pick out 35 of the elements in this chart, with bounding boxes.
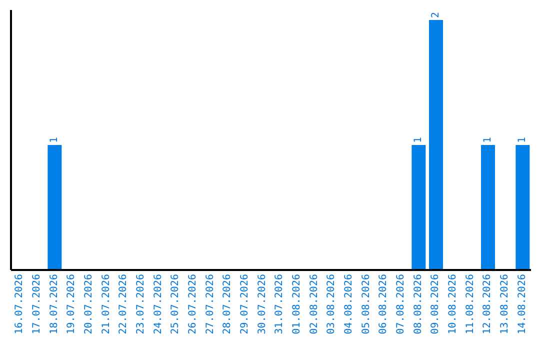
x-tick-label: 17.07.2026 (32, 274, 42, 334)
data-label: 1 (49, 136, 60, 143)
x-tick-label: 30.07.2026 (256, 274, 268, 334)
x-tick-label: 08.08.2026 (412, 274, 424, 334)
x-tick-label: 23.07.2026 (136, 274, 146, 334)
x-tick-label: 11.08.2026 (464, 274, 476, 334)
x-tick-label: 04.08.2026 (344, 274, 354, 334)
x-tick-label: 26.07.2026 (188, 274, 198, 334)
x-tick-label: 24.07.2026 (152, 274, 164, 334)
x-tick-label: 31.07.2026 (274, 274, 286, 334)
data-label: 2 (430, 12, 442, 18)
x-tick-label: 05.08.2026 (360, 274, 372, 334)
x-tick-label: 09.08.2026 (430, 274, 442, 334)
x-tick-label: 13.08.2026 (500, 274, 510, 334)
x-tick-label: 28.07.2026 (222, 274, 234, 334)
x-tick-label: 06.08.2026 (378, 274, 390, 334)
x-tick-label: 01.08.2026 (292, 274, 302, 334)
x-tick-label: 12.08.2026 (482, 274, 494, 334)
x-tick-label: 02.08.2026 (308, 274, 320, 334)
x-tick-label: 20.07.2026 (84, 274, 94, 334)
data-label: 1 (482, 136, 494, 143)
x-tick-label: 22.07.2026 (118, 274, 130, 334)
x-tick-label: 27.07.2026 (204, 274, 216, 334)
x-tick-label: 19.07.2026 (66, 274, 78, 334)
x-tick-label: 07.08.2026 (396, 274, 406, 334)
x-tick-label: 03.08.2026 (326, 274, 338, 334)
x-tick-label: 18.07.2026 (48, 274, 60, 334)
x-tick-label: 21.07.2026 (100, 274, 112, 334)
x-tick-label: 25.07.2026 (170, 274, 182, 334)
x-tick-label: 14.08.2026 (516, 274, 528, 334)
x-tick-label: 10.08.2026 (448, 274, 458, 334)
data-label: 1 (517, 136, 528, 143)
x-tick-label: 16.07.2026 (14, 274, 26, 334)
data-label: 1 (413, 136, 424, 143)
x-tick-label: 29.07.2026 (240, 274, 250, 334)
